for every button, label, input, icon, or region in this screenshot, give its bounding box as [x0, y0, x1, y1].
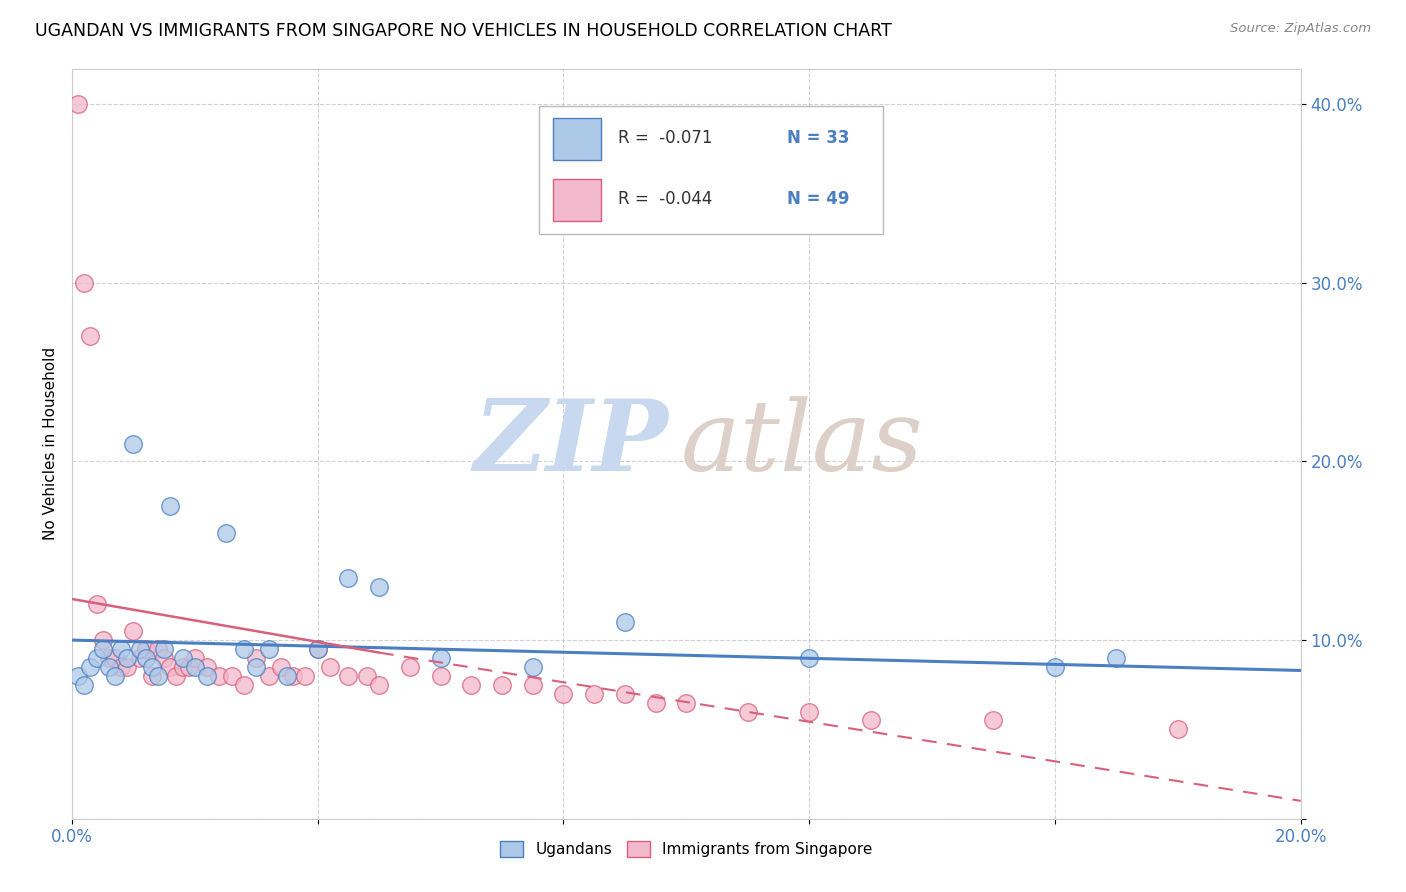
- Point: [135, 642, 157, 657]
- Point: [276, 669, 298, 683]
- Point: [135, 651, 157, 665]
- Point: [195, 669, 218, 683]
- Point: [67, 97, 90, 112]
- Point: [644, 696, 666, 710]
- Text: ZIP: ZIP: [472, 395, 668, 491]
- Point: [233, 642, 256, 657]
- Point: [110, 642, 132, 657]
- Point: [73, 276, 96, 290]
- Point: [128, 642, 150, 657]
- Point: [368, 580, 391, 594]
- Point: [460, 678, 482, 692]
- Point: [675, 696, 697, 710]
- Point: [184, 651, 207, 665]
- Point: [294, 669, 316, 683]
- Point: [583, 687, 606, 701]
- Point: [799, 651, 821, 665]
- Point: [307, 642, 329, 657]
- Point: [337, 571, 360, 585]
- Point: [1043, 660, 1066, 674]
- Point: [399, 660, 422, 674]
- Point: [104, 651, 127, 665]
- Point: [270, 660, 292, 674]
- Point: [128, 651, 150, 665]
- Point: [104, 669, 127, 683]
- Point: [117, 651, 139, 665]
- Point: [257, 669, 280, 683]
- Point: [91, 642, 114, 657]
- Point: [368, 678, 391, 692]
- Point: [337, 669, 360, 683]
- Point: [195, 660, 218, 674]
- Point: [153, 651, 176, 665]
- Point: [1105, 651, 1128, 665]
- Point: [172, 651, 194, 665]
- Point: [86, 651, 108, 665]
- Y-axis label: No Vehicles in Household: No Vehicles in Household: [44, 347, 58, 541]
- Point: [86, 598, 108, 612]
- Point: [613, 615, 636, 630]
- Point: [165, 669, 187, 683]
- Point: [522, 678, 544, 692]
- Point: [141, 669, 163, 683]
- Point: [553, 687, 575, 701]
- Point: [859, 714, 882, 728]
- Point: [73, 678, 96, 692]
- Point: [159, 499, 181, 513]
- Point: [141, 660, 163, 674]
- Point: [146, 669, 169, 683]
- Point: [257, 642, 280, 657]
- Point: [1167, 723, 1189, 737]
- Point: [356, 669, 378, 683]
- Point: [307, 642, 329, 657]
- Text: atlas: atlas: [681, 396, 922, 491]
- Point: [67, 669, 90, 683]
- Point: [799, 705, 821, 719]
- Point: [146, 642, 169, 657]
- Point: [122, 436, 145, 450]
- Point: [429, 669, 451, 683]
- Point: [97, 651, 120, 665]
- Point: [429, 651, 451, 665]
- Point: [122, 624, 145, 639]
- Point: [159, 660, 181, 674]
- Point: [208, 669, 231, 683]
- Point: [153, 642, 176, 657]
- Point: [245, 660, 267, 674]
- Point: [91, 633, 114, 648]
- Point: [79, 329, 101, 343]
- Text: Source: ZipAtlas.com: Source: ZipAtlas.com: [1230, 22, 1371, 36]
- Legend: Ugandans, Immigrants from Singapore: Ugandans, Immigrants from Singapore: [494, 836, 879, 863]
- Point: [233, 678, 256, 692]
- Point: [97, 660, 120, 674]
- Point: [283, 669, 305, 683]
- Point: [613, 687, 636, 701]
- Point: [221, 669, 243, 683]
- Point: [117, 660, 139, 674]
- Point: [737, 705, 759, 719]
- Point: [79, 660, 101, 674]
- Point: [214, 525, 236, 540]
- Point: [245, 651, 267, 665]
- Point: [172, 660, 194, 674]
- Text: UGANDAN VS IMMIGRANTS FROM SINGAPORE NO VEHICLES IN HOUSEHOLD CORRELATION CHART: UGANDAN VS IMMIGRANTS FROM SINGAPORE NO …: [35, 22, 891, 40]
- Point: [110, 660, 132, 674]
- Point: [319, 660, 342, 674]
- Point: [184, 660, 207, 674]
- Point: [177, 660, 200, 674]
- Point: [491, 678, 513, 692]
- Point: [983, 714, 1005, 728]
- Point: [522, 660, 544, 674]
